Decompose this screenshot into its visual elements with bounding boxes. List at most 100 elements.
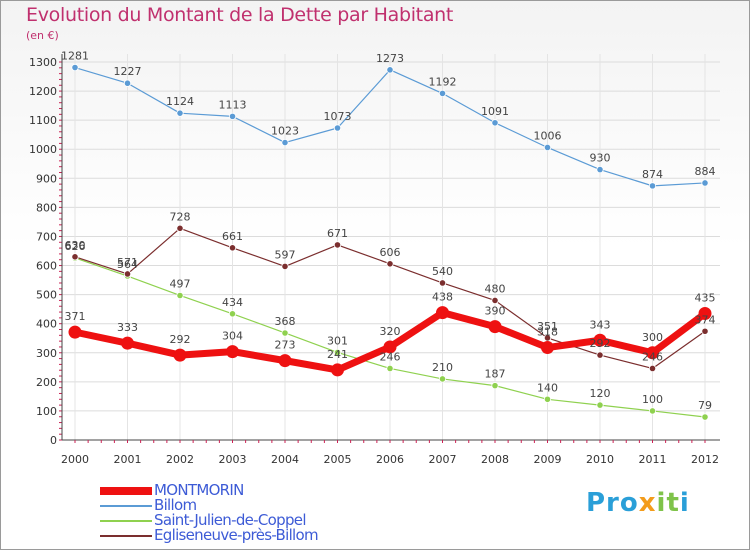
data-label: 661 <box>222 230 243 243</box>
x-tick-label: 2011 <box>639 453 667 466</box>
y-tick-label: 300 <box>36 347 57 360</box>
data-label: 728 <box>170 210 191 223</box>
data-point <box>646 346 659 360</box>
x-tick-label: 2000 <box>61 453 89 466</box>
data-point <box>281 138 289 147</box>
data-label: 246 <box>380 350 401 363</box>
data-point <box>281 329 289 337</box>
data-point <box>68 325 82 339</box>
data-label: 1006 <box>534 129 562 142</box>
data-point <box>491 119 499 127</box>
x-tick-label: 2003 <box>219 453 247 466</box>
chart-title: Evolution du Montant de la Dette par Hab… <box>26 4 454 26</box>
data-label: 1091 <box>481 105 509 118</box>
y-tick-label: 100 <box>36 405 57 418</box>
x-tick-label: 2005 <box>324 453 352 466</box>
data-label: 241 <box>327 348 348 361</box>
data-label: 884 <box>695 165 716 178</box>
y-tick-label: 1300 <box>29 56 57 69</box>
legend-item: Saint-Julien-de-Coppel <box>100 513 318 528</box>
data-label: 292 <box>590 337 611 350</box>
data-label: 273 <box>275 339 296 352</box>
data-label: 100 <box>642 393 663 406</box>
x-tick-label: 2009 <box>534 453 562 466</box>
data-point <box>596 401 604 409</box>
data-point <box>596 165 604 174</box>
data-point <box>386 364 394 373</box>
data-label: 318 <box>537 326 558 339</box>
data-label: 1227 <box>114 65 142 78</box>
data-point <box>701 413 709 421</box>
data-point <box>543 143 552 152</box>
data-label: 438 <box>432 291 453 304</box>
data-label: 390 <box>485 305 506 318</box>
legend-swatch-3 <box>100 534 152 537</box>
x-tick-label: 2001 <box>114 453 142 466</box>
data-label: 480 <box>485 282 506 295</box>
data-point <box>121 336 134 350</box>
x-tick-label: 2012 <box>691 453 719 466</box>
data-point <box>541 341 554 355</box>
legend-swatch-2 <box>100 519 152 522</box>
data-point <box>71 63 79 72</box>
data-label: 79 <box>698 399 712 412</box>
data-label: 371 <box>65 310 86 323</box>
y-tick-label: 1100 <box>29 114 57 127</box>
data-point <box>648 364 657 373</box>
data-point <box>438 279 447 287</box>
data-label: 1281 <box>61 50 89 63</box>
data-label: 292 <box>170 333 191 346</box>
x-tick-label: 2008 <box>481 453 509 466</box>
data-point <box>228 310 237 318</box>
y-tick-label: 1000 <box>29 143 57 156</box>
y-tick-label: 500 <box>36 289 57 302</box>
legend-swatch-0 <box>100 486 152 495</box>
data-label: 333 <box>117 321 138 334</box>
data-point <box>123 270 132 278</box>
data-label: 1023 <box>271 125 299 138</box>
data-point <box>386 66 394 74</box>
data-point <box>596 351 604 359</box>
data-point <box>593 333 607 347</box>
x-tick-label: 2010 <box>586 453 614 466</box>
data-label: 435 <box>695 292 716 305</box>
y-tick-label: 600 <box>36 260 57 273</box>
data-label: 597 <box>275 248 296 261</box>
legend-label: MONTMORIN <box>154 481 244 499</box>
legend-label: Billom <box>154 496 197 514</box>
data-label: 564 <box>117 258 138 271</box>
data-label: 606 <box>380 246 401 259</box>
data-point <box>71 253 79 261</box>
data-label: 120 <box>590 387 611 400</box>
data-point <box>331 363 344 377</box>
legend-item: MONTMORIN <box>100 483 318 498</box>
x-tick-label: 2002 <box>166 453 194 466</box>
legend-label: Egliseneuve-près-Billom <box>154 526 319 544</box>
data-point <box>333 348 342 357</box>
data-label: 671 <box>327 227 348 240</box>
data-point <box>698 307 712 321</box>
data-point <box>488 320 502 334</box>
data-point <box>173 348 187 362</box>
data-point <box>228 112 237 120</box>
data-label: 571 <box>117 256 138 269</box>
legend-item: Egliseneuve-près-Billom <box>100 526 319 544</box>
data-label: 343 <box>590 318 611 331</box>
data-point <box>226 345 239 359</box>
data-label: 626 <box>65 240 86 253</box>
data-point <box>383 340 397 354</box>
data-label: 434 <box>222 296 243 309</box>
data-point <box>701 179 709 187</box>
data-label: 540 <box>432 265 453 278</box>
data-label: 304 <box>222 330 243 343</box>
data-label: 210 <box>432 361 453 374</box>
data-point <box>438 89 447 98</box>
data-label: 374 <box>695 313 716 326</box>
data-point <box>648 182 657 190</box>
data-label: 300 <box>642 331 663 344</box>
data-point <box>491 382 499 390</box>
logo-part: it <box>656 488 680 518</box>
data-label: 497 <box>170 277 191 290</box>
data-point <box>543 395 552 403</box>
